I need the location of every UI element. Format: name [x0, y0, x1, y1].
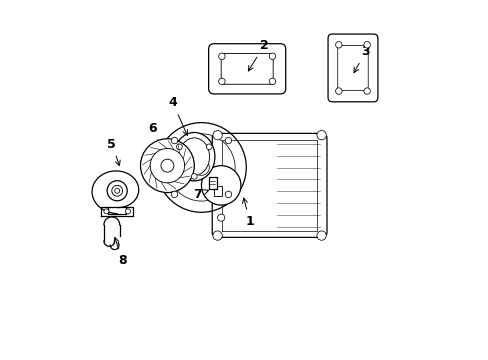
Ellipse shape: [179, 138, 209, 176]
Circle shape: [206, 144, 212, 150]
Circle shape: [104, 209, 109, 214]
FancyBboxPatch shape: [327, 34, 377, 102]
Circle shape: [218, 78, 224, 85]
Circle shape: [150, 148, 184, 183]
Circle shape: [224, 191, 231, 198]
Circle shape: [112, 185, 122, 196]
Circle shape: [218, 53, 224, 59]
Polygon shape: [212, 134, 326, 237]
Text: 6: 6: [148, 122, 161, 149]
Text: 3: 3: [353, 45, 369, 73]
Circle shape: [316, 131, 325, 140]
Circle shape: [335, 41, 341, 48]
Circle shape: [212, 131, 222, 140]
Circle shape: [201, 166, 241, 205]
Circle shape: [193, 159, 209, 175]
Circle shape: [269, 53, 275, 59]
Circle shape: [107, 181, 127, 201]
Text: 2: 2: [248, 39, 268, 71]
Text: 8: 8: [114, 238, 126, 267]
Circle shape: [191, 174, 197, 179]
Circle shape: [269, 78, 275, 85]
FancyBboxPatch shape: [337, 45, 367, 90]
Circle shape: [363, 88, 369, 94]
Circle shape: [316, 231, 325, 240]
Circle shape: [176, 144, 182, 150]
Text: 1: 1: [242, 198, 254, 228]
Bar: [214, 186, 222, 196]
Circle shape: [212, 231, 222, 240]
Circle shape: [363, 41, 369, 48]
Circle shape: [161, 159, 174, 172]
Circle shape: [125, 209, 130, 214]
Text: 4: 4: [168, 96, 187, 135]
Circle shape: [171, 191, 178, 198]
Circle shape: [171, 137, 178, 144]
Circle shape: [217, 214, 224, 221]
Bar: [208, 177, 216, 189]
Text: 5: 5: [107, 138, 120, 166]
Circle shape: [224, 137, 231, 144]
Ellipse shape: [173, 132, 214, 181]
Circle shape: [335, 88, 341, 94]
FancyBboxPatch shape: [208, 44, 285, 94]
Circle shape: [140, 139, 194, 193]
Text: 7: 7: [193, 188, 208, 201]
FancyBboxPatch shape: [221, 53, 273, 84]
Circle shape: [115, 188, 120, 193]
